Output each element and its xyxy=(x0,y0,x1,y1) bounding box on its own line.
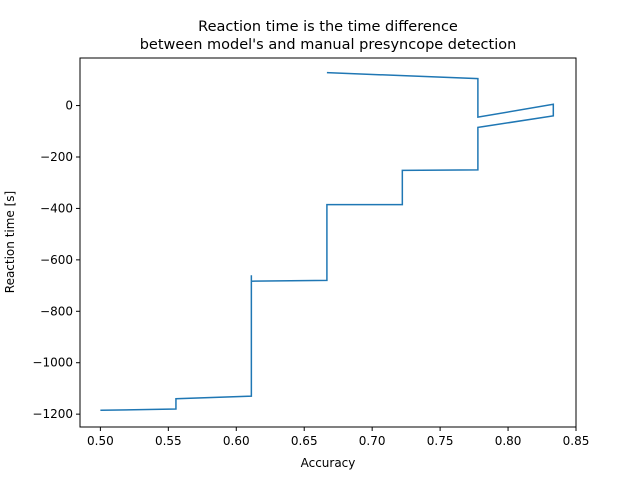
y-tick-label: −400 xyxy=(40,201,73,215)
y-tick-label: −1000 xyxy=(32,356,73,370)
y-tick-label: 0 xyxy=(65,99,73,113)
y-tick-label: −200 xyxy=(40,150,73,164)
x-tick-label: 0.65 xyxy=(291,434,318,448)
y-tick-label: −1200 xyxy=(32,407,73,421)
axes-frame xyxy=(79,57,577,428)
x-tick-label: 0.55 xyxy=(155,434,182,448)
x-tick-label: 0.80 xyxy=(495,434,522,448)
x-tick-label: 0.60 xyxy=(223,434,250,448)
x-tick-label: 0.85 xyxy=(563,434,590,448)
y-tick-label: −800 xyxy=(40,304,73,318)
chart-title-line-2: between model's and manual presyncope de… xyxy=(140,37,517,53)
x-tick-label: 0.70 xyxy=(359,434,386,448)
y-axis-ticks: −1200 −1000 −800 −600 −400 −200 0 xyxy=(32,99,80,421)
x-axis-label: Accuracy xyxy=(301,456,356,470)
x-tick-label: 0.50 xyxy=(87,434,114,448)
x-tick-label: 0.75 xyxy=(427,434,454,448)
series-layer xyxy=(100,71,555,412)
plot-area xyxy=(79,57,577,428)
y-axis-label: Reaction time [s] xyxy=(3,191,17,293)
x-axis-ticks: 0.50 0.55 0.60 0.65 0.70 0.75 0.80 0.85 xyxy=(87,427,589,448)
y-tick-label: −600 xyxy=(40,253,73,267)
chart-title-line-1: Reaction time is the time difference xyxy=(198,19,458,35)
axes-background xyxy=(80,58,576,427)
series-line-0 xyxy=(100,71,555,412)
